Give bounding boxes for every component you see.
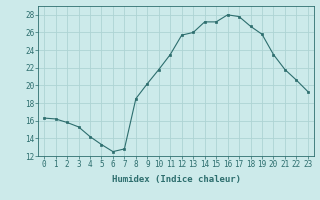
- X-axis label: Humidex (Indice chaleur): Humidex (Indice chaleur): [111, 175, 241, 184]
